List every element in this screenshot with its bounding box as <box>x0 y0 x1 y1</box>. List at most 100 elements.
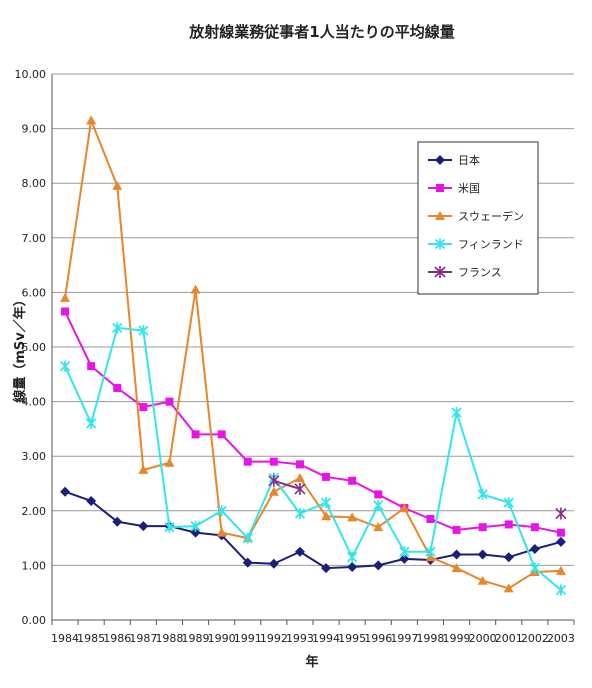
y-tick-label: 8.00 <box>22 177 47 190</box>
y-tick-label: 0.00 <box>22 614 47 627</box>
series-triangle-point <box>60 292 71 302</box>
series-star-point <box>451 407 462 419</box>
legend-label: 日本 <box>458 153 480 167</box>
series-diamond-point <box>86 495 97 506</box>
series-diamond-point <box>321 563 332 574</box>
series-star-point <box>294 508 306 520</box>
series-star-point <box>138 325 149 337</box>
series-square-point <box>87 362 96 371</box>
series-star-point <box>555 584 567 596</box>
legend-label: フランス <box>458 266 502 279</box>
series-diamond-point <box>399 553 410 564</box>
series-diamond-point <box>242 557 253 568</box>
series-diamond-point <box>529 544 540 555</box>
series-star-point <box>320 497 332 509</box>
series-asterisk-point <box>268 474 280 487</box>
x-tick-label: 2002 <box>521 632 549 645</box>
series-triangle-point <box>294 473 305 483</box>
chart-title: 放射線業務従事者1人当たりの平均線量 <box>188 23 454 41</box>
y-axis-title: 線量（mSv／年） <box>12 293 28 402</box>
series-square-line <box>64 311 562 534</box>
series-triangle-point <box>503 583 514 593</box>
series-square-point <box>322 472 331 481</box>
series-star-point <box>477 488 488 500</box>
legend-swatch-marker <box>435 155 445 165</box>
series-star-point <box>242 532 253 544</box>
series-square-point <box>504 520 513 529</box>
x-tick-label: 1989 <box>182 632 210 645</box>
series-square-point <box>374 490 383 499</box>
series-star-point <box>347 551 358 563</box>
x-tick-label: 1991 <box>234 632 262 645</box>
x-tick-label: 1986 <box>103 632 131 645</box>
x-tick-label: 1996 <box>364 632 392 645</box>
legend-swatch-marker <box>435 211 445 220</box>
series-star-point <box>190 520 201 532</box>
x-tick-label: 1993 <box>286 632 314 645</box>
x-tick-label: 1998 <box>416 632 444 645</box>
series-star-point <box>373 499 384 511</box>
x-tick-label: 1988 <box>155 632 183 645</box>
series-diamond-point <box>190 527 201 538</box>
series-square-point <box>217 430 226 439</box>
series-star-line <box>64 326 562 591</box>
x-tick-label: 1984 <box>51 632 79 645</box>
series-diamond-point <box>373 560 384 571</box>
series-triangle-point <box>347 512 358 522</box>
series-triangle-point <box>190 284 201 294</box>
series-diamond-point <box>347 562 358 573</box>
x-tick-label: 1995 <box>338 632 366 645</box>
series-square-point <box>113 383 122 392</box>
series-square-point <box>191 430 200 439</box>
series-square-point <box>478 523 487 532</box>
series-square-point <box>452 525 461 534</box>
x-tick-label: 1999 <box>443 632 471 645</box>
y-tick-label: 9.00 <box>22 123 47 136</box>
series-star-point <box>59 360 71 372</box>
x-tick-label: 1990 <box>208 632 236 645</box>
series-star-point <box>503 497 514 509</box>
series-triangle-point <box>555 565 566 575</box>
y-tick-label: 3.00 <box>22 450 47 463</box>
series-star-point <box>216 505 227 517</box>
series-triangle-point <box>477 575 488 585</box>
series-triangle-point <box>321 511 332 521</box>
series-square-point <box>556 528 565 537</box>
series-square-point <box>426 514 435 523</box>
series-diamond-point <box>503 552 514 563</box>
x-tick-label: 1994 <box>312 632 340 645</box>
series-asterisk-point <box>294 482 306 495</box>
y-tick-label: 2.00 <box>22 505 47 518</box>
series-square-point <box>295 460 304 469</box>
series-diamond-point <box>268 558 279 569</box>
legend-swatch-marker <box>436 184 444 192</box>
legend-label: 米国 <box>458 182 480 195</box>
legend-label: スウェーデン <box>458 209 524 223</box>
series-star-point <box>529 562 540 574</box>
legend-swatch-marker <box>434 238 446 250</box>
y-tick-label: 7.00 <box>22 232 47 245</box>
x-tick-label: 1997 <box>390 632 418 645</box>
legend-label: フィンランド <box>458 238 524 251</box>
series-asterisk-point <box>555 507 567 520</box>
series-diamond-point <box>112 516 123 527</box>
y-tick-label: 4.00 <box>22 396 47 409</box>
x-tick-label: 1987 <box>129 632 157 645</box>
series-diamond-point <box>60 486 71 497</box>
y-tick-label: 5.00 <box>22 341 47 354</box>
y-tick-label: 10.00 <box>15 68 47 81</box>
series-star-point <box>86 417 97 429</box>
series-square-point <box>139 403 148 412</box>
series-triangle-point <box>399 503 410 513</box>
series-star-point <box>164 521 175 533</box>
x-tick-label: 2003 <box>547 632 575 645</box>
x-tick-label: 1992 <box>260 632 288 645</box>
legend-swatch-marker <box>434 266 446 278</box>
series-triangle-point <box>216 527 227 537</box>
series-square-point <box>165 397 174 406</box>
series-triangle-point <box>451 563 462 573</box>
series-square-point <box>530 523 539 532</box>
x-tick-label: 1985 <box>77 632 105 645</box>
